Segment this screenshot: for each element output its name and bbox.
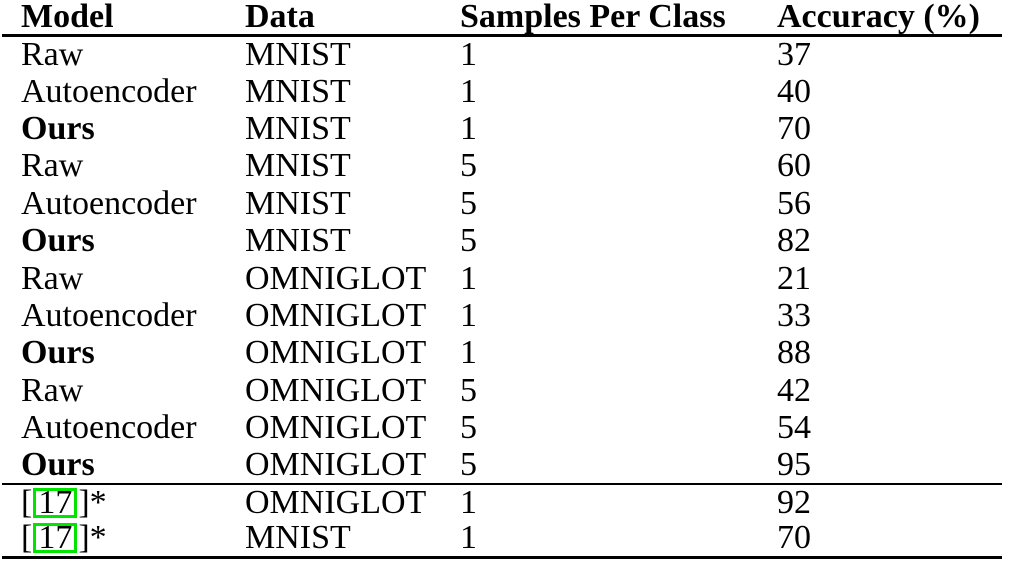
model-cell: Autoencoder — [21, 72, 197, 110]
data-cell: MNIST — [245, 147, 351, 185]
table-row: Autoencoder MNIST 1 40 — [2, 73, 1002, 110]
accuracy-cell: 70 — [777, 109, 811, 147]
data-cell: MNIST — [245, 520, 460, 559]
model-cell: Ours — [21, 109, 95, 147]
table-row: Raw MNIST 1 37 — [2, 36, 1002, 73]
samples-cell: 5 — [460, 147, 477, 185]
accuracy-cell: 40 — [777, 72, 811, 110]
table-row: Ours OMNIGLOT 5 95 — [2, 447, 1002, 484]
accuracy-cell: 92 — [777, 483, 1002, 521]
citation-open-bracket: [ — [21, 483, 33, 521]
model-cell: Ours — [21, 334, 95, 372]
data-cell: OMNIGLOT — [245, 409, 427, 447]
samples-cell: 1 — [460, 520, 777, 559]
table-row: Raw OMNIGLOT 1 21 — [2, 260, 1002, 297]
samples-cell: 1 — [460, 259, 477, 297]
table-body-footer: [17]* OMNIGLOT 1 92[17]* MNIST 1 70 — [2, 483, 1002, 559]
table-row: Ours MNIST 1 70 — [2, 110, 1002, 147]
model-cell: Raw — [21, 259, 84, 297]
data-cell: OMNIGLOT — [245, 445, 427, 483]
table-row: Ours OMNIGLOT 1 88 — [2, 335, 1002, 372]
table-row: Raw OMNIGLOT 5 42 — [2, 372, 1002, 409]
data-cell: MNIST — [245, 35, 351, 73]
table-row: Autoencoder OMNIGLOT 5 54 — [2, 409, 1002, 446]
accuracy-cell: 70 — [777, 520, 1002, 559]
accuracy-cell: 95 — [777, 445, 811, 483]
data-cell: OMNIGLOT — [245, 296, 427, 334]
samples-cell: 5 — [460, 445, 477, 483]
citation-link[interactable]: 17 — [33, 485, 78, 519]
model-cell: Raw — [21, 35, 84, 73]
citation-close-bracket-star: ]* — [78, 519, 107, 557]
samples-cell: 5 — [460, 184, 477, 222]
model-cell: Autoencoder — [21, 184, 197, 222]
samples-cell: 5 — [460, 371, 477, 409]
citation-close-bracket-star: ]* — [78, 483, 107, 521]
col-header-accuracy: Accuracy (%) — [777, 0, 1002, 37]
accuracy-cell: 60 — [777, 147, 811, 185]
samples-cell: 5 — [460, 409, 477, 447]
accuracy-cell: 33 — [777, 296, 811, 334]
model-cell: Raw — [21, 147, 84, 185]
accuracy-cell: 37 — [777, 35, 811, 73]
data-cell: OMNIGLOT — [245, 259, 427, 297]
model-cell: Autoencoder — [21, 296, 197, 334]
samples-cell: 1 — [460, 334, 477, 372]
citation-model-cell: [17]* — [2, 519, 245, 559]
model-cell: Ours — [21, 222, 95, 260]
table-row: Ours MNIST 5 82 — [2, 222, 1002, 259]
data-cell: MNIST — [245, 109, 351, 147]
samples-cell: 1 — [460, 35, 477, 73]
accuracy-cell: 56 — [777, 184, 811, 222]
accuracy-cell: 21 — [777, 259, 811, 297]
model-cell: Ours — [21, 445, 95, 483]
citation-row: [17]* MNIST 1 70 — [2, 519, 1002, 559]
accuracy-cell: 54 — [777, 409, 811, 447]
table-body-main: Raw MNIST 1 37 Autoencoder MNIST 1 40 Ours MNIST 1… — [2, 36, 1002, 485]
citation-link[interactable]: 17 — [33, 521, 78, 555]
accuracy-cell: 82 — [777, 222, 811, 260]
table-row: Autoencoder OMNIGLOT 1 33 — [2, 297, 1002, 334]
samples-cell: 1 — [460, 72, 477, 110]
data-cell: OMNIGLOT — [245, 371, 427, 409]
data-cell: MNIST — [245, 222, 351, 260]
data-cell: OMNIGLOT — [245, 483, 460, 521]
col-header-data: Data — [245, 0, 460, 37]
header-row: Model Data Samples Per Class Accuracy (%… — [2, 0, 1002, 37]
citation-open-bracket: [ — [21, 519, 33, 557]
data-cell: MNIST — [245, 72, 351, 110]
samples-cell: 1 — [460, 109, 477, 147]
accuracy-cell: 88 — [777, 334, 811, 372]
samples-cell: 1 — [460, 296, 477, 334]
samples-cell: 5 — [460, 222, 477, 260]
samples-cell: 1 — [460, 483, 777, 521]
citation-model-cell: [17]* — [2, 483, 245, 521]
col-header-model: Model — [2, 0, 245, 37]
table-row: Raw MNIST 5 60 — [2, 148, 1002, 185]
citation-row: [17]* OMNIGLOT 1 92 — [2, 483, 1002, 521]
accuracy-cell: 42 — [777, 371, 811, 409]
model-cell: Autoencoder — [21, 409, 197, 447]
data-cell: MNIST — [245, 184, 351, 222]
table-row: Autoencoder MNIST 5 56 — [2, 185, 1002, 222]
col-header-samples: Samples Per Class — [460, 0, 777, 37]
model-cell: Raw — [21, 371, 84, 409]
data-cell: OMNIGLOT — [245, 334, 427, 372]
